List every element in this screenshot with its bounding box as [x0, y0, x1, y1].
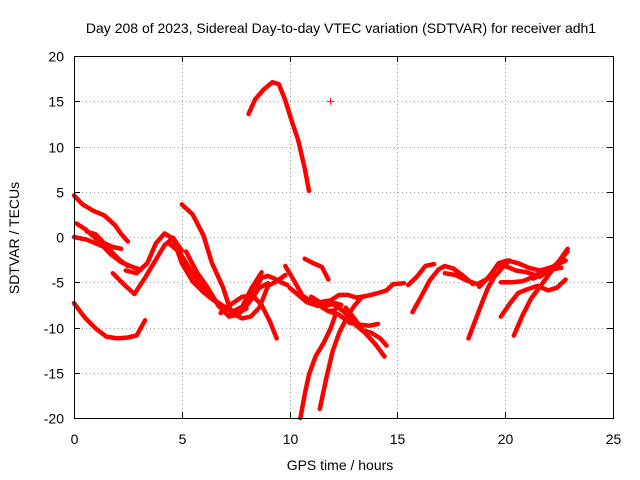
y-axis-label: SDTVAR / TECUs [6, 182, 22, 294]
x-tick-label: 5 [179, 431, 187, 447]
data-series-arc4 [84, 229, 124, 252]
y-tick-label: 5 [56, 185, 64, 201]
y-tick-label: 0 [56, 230, 64, 246]
x-tick-label: 0 [71, 431, 79, 447]
data-series-arc24 [410, 263, 476, 315]
x-tick-label: 10 [283, 431, 299, 447]
grid [74, 56, 613, 418]
plot-frame [74, 56, 614, 419]
y-tick-label: -20 [44, 411, 64, 427]
y-tick-label: 15 [48, 94, 64, 110]
y-tick-label: 10 [48, 140, 64, 156]
data-series-arc19 [317, 296, 363, 412]
data-series-arc23 [405, 261, 437, 288]
data-marker-isolated-point [327, 97, 335, 105]
y-tick-label: 20 [48, 49, 64, 65]
data-series-arc31 [530, 249, 570, 281]
data-series-arc10 [183, 249, 271, 319]
data-series-arc22 [343, 305, 389, 348]
data-series-arc18 [298, 314, 338, 421]
x-tick-label: 20 [498, 431, 514, 447]
data-series-arc21 [326, 308, 381, 328]
data-series-arc11 [218, 293, 279, 341]
data-markers [327, 97, 335, 105]
data-series-arc16 [302, 256, 331, 282]
y-tick-label: -15 [44, 366, 64, 382]
data-series-arc28 [498, 277, 568, 319]
data-series-arc27 [466, 258, 512, 341]
x-tick-labels: 0 5 10 15 20 25 [71, 431, 622, 447]
x-axis-label: GPS time / hours [287, 457, 394, 473]
data-series-arc5 [71, 300, 148, 341]
data-series [71, 79, 570, 421]
data-series-arc13 [250, 273, 290, 296]
data-series-arc12 [246, 79, 312, 194]
y-tick-label: -5 [52, 275, 65, 291]
x-tick-label: 15 [390, 431, 406, 447]
data-series-arc1 [71, 193, 131, 244]
data-series-arc17 [308, 280, 407, 305]
data-series-arc3 [71, 234, 131, 269]
chart-title: Day 208 of 2023, Sidereal Day-to-day VTE… [86, 20, 596, 36]
x-tick-label: 25 [606, 431, 622, 447]
y-tick-labels: -20 -15 -10 -5 0 5 10 15 20 [44, 49, 64, 427]
y-tick-label: -10 [44, 321, 64, 337]
